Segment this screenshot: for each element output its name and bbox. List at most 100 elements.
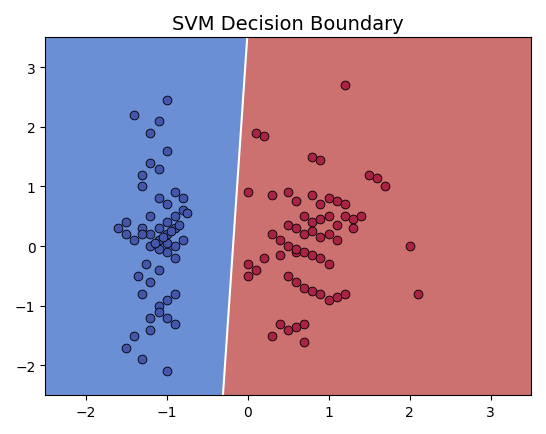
Point bbox=[308, 193, 317, 200]
Point bbox=[268, 231, 276, 238]
Point bbox=[154, 195, 163, 202]
Point bbox=[259, 255, 268, 262]
Point bbox=[162, 368, 171, 375]
Point bbox=[316, 216, 325, 223]
Point bbox=[284, 326, 293, 333]
Point bbox=[333, 222, 341, 229]
Point bbox=[340, 82, 349, 89]
Point bbox=[365, 172, 373, 179]
Point bbox=[300, 285, 308, 292]
Point bbox=[413, 291, 422, 298]
Point bbox=[292, 198, 301, 205]
Point bbox=[276, 237, 284, 244]
Point bbox=[251, 130, 260, 137]
Point bbox=[138, 231, 147, 238]
Point bbox=[174, 222, 183, 229]
Point bbox=[244, 273, 252, 280]
Point bbox=[170, 225, 179, 232]
Point bbox=[170, 320, 179, 327]
Point bbox=[300, 231, 308, 238]
Point bbox=[162, 148, 171, 155]
Point bbox=[340, 201, 349, 208]
Point bbox=[324, 261, 333, 268]
Point bbox=[308, 219, 317, 226]
Point bbox=[333, 237, 341, 244]
Point bbox=[134, 273, 143, 280]
Point bbox=[340, 291, 349, 298]
Point bbox=[167, 228, 175, 235]
Point bbox=[162, 315, 171, 322]
Point bbox=[146, 160, 155, 167]
Point bbox=[150, 240, 159, 247]
Point bbox=[324, 195, 333, 202]
Point bbox=[316, 291, 325, 298]
Point bbox=[300, 320, 308, 327]
Point bbox=[170, 190, 179, 197]
Point bbox=[154, 267, 163, 274]
Point bbox=[308, 228, 317, 235]
Point bbox=[146, 243, 155, 250]
Point bbox=[162, 231, 171, 238]
Point bbox=[251, 267, 260, 274]
Point bbox=[138, 356, 147, 363]
Point bbox=[276, 252, 284, 259]
Point bbox=[357, 214, 365, 220]
Point bbox=[130, 332, 139, 339]
Point bbox=[138, 172, 147, 179]
Point bbox=[170, 243, 179, 250]
Point bbox=[154, 309, 163, 316]
Point bbox=[162, 97, 171, 104]
Point bbox=[308, 252, 317, 259]
Point bbox=[284, 190, 293, 197]
Point bbox=[268, 193, 276, 200]
Point bbox=[308, 154, 317, 161]
Point bbox=[333, 294, 341, 301]
Point bbox=[292, 249, 301, 256]
Point bbox=[284, 273, 293, 280]
Point bbox=[316, 255, 325, 262]
Point bbox=[292, 323, 301, 330]
Point bbox=[154, 225, 163, 232]
Point bbox=[170, 255, 179, 262]
Point bbox=[170, 291, 179, 298]
Point bbox=[146, 326, 155, 333]
Point bbox=[162, 240, 171, 247]
Point bbox=[138, 291, 147, 298]
Point bbox=[348, 225, 357, 232]
Point bbox=[114, 225, 122, 232]
Point bbox=[244, 190, 252, 197]
Point bbox=[316, 234, 325, 241]
Point bbox=[146, 130, 155, 137]
Point bbox=[405, 243, 414, 250]
Point bbox=[348, 216, 357, 223]
Point bbox=[284, 243, 293, 250]
Point bbox=[138, 225, 147, 232]
Point bbox=[162, 219, 171, 226]
Point bbox=[300, 214, 308, 220]
Point bbox=[182, 210, 191, 217]
Point bbox=[292, 225, 301, 232]
Point bbox=[268, 332, 276, 339]
Point bbox=[300, 339, 308, 345]
Point bbox=[316, 157, 325, 164]
Point bbox=[146, 214, 155, 220]
Point bbox=[130, 237, 139, 244]
Point bbox=[284, 222, 293, 229]
Point bbox=[154, 246, 163, 253]
Point bbox=[381, 184, 390, 191]
Point bbox=[122, 219, 130, 226]
Point bbox=[179, 195, 187, 202]
Point bbox=[146, 231, 155, 238]
Title: SVM Decision Boundary: SVM Decision Boundary bbox=[172, 15, 404, 34]
Point bbox=[146, 315, 155, 322]
Point bbox=[154, 166, 163, 173]
Point bbox=[244, 261, 252, 268]
Point bbox=[162, 297, 171, 304]
Point bbox=[276, 320, 284, 327]
Point bbox=[162, 201, 171, 208]
Point bbox=[324, 214, 333, 220]
Point bbox=[308, 288, 317, 295]
Point bbox=[373, 174, 382, 181]
Point bbox=[340, 214, 349, 220]
Point bbox=[292, 246, 301, 253]
